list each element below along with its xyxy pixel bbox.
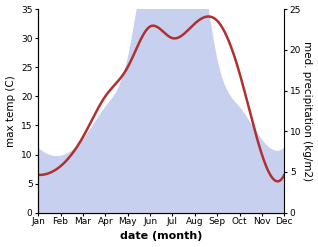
X-axis label: date (month): date (month) bbox=[120, 231, 203, 242]
Y-axis label: max temp (C): max temp (C) bbox=[5, 75, 16, 147]
Y-axis label: med. precipitation (kg/m2): med. precipitation (kg/m2) bbox=[302, 41, 313, 181]
